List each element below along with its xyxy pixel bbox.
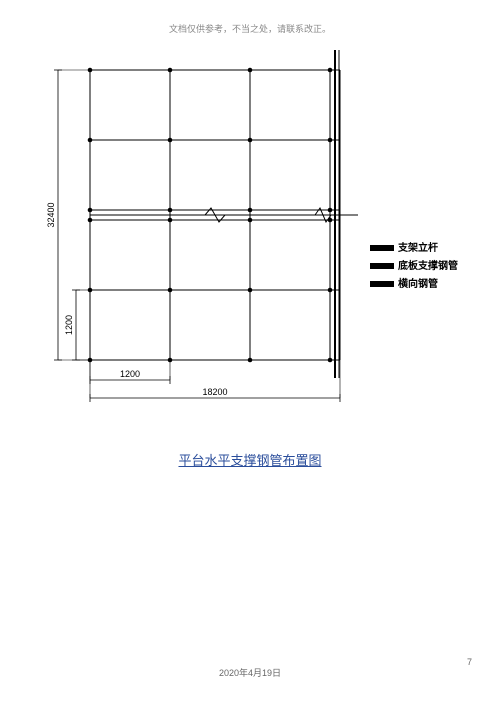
diagram-caption: 平台水平支撑钢管布置图	[0, 450, 500, 469]
header-note: 文档仅供参考，不当之处，请联系改正。	[0, 22, 500, 35]
svg-text:支架立杆: 支架立杆	[397, 241, 438, 254]
svg-text:底板支撑钢管: 底板支撑钢管	[398, 259, 458, 272]
svg-text:32400: 32400	[46, 202, 56, 227]
page-number: 7	[467, 657, 472, 667]
footer-date: 2020年4月19日	[0, 666, 500, 679]
svg-text:1200: 1200	[120, 369, 140, 379]
svg-text:1200: 1200	[64, 315, 74, 335]
svg-text:横向钢管: 横向钢管	[398, 277, 438, 290]
svg-text:18200: 18200	[202, 387, 227, 397]
steel-pipe-layout-diagram: 32400 1200 1200 18200 支架立杆底板支撑钢管横向钢管	[40, 50, 460, 440]
